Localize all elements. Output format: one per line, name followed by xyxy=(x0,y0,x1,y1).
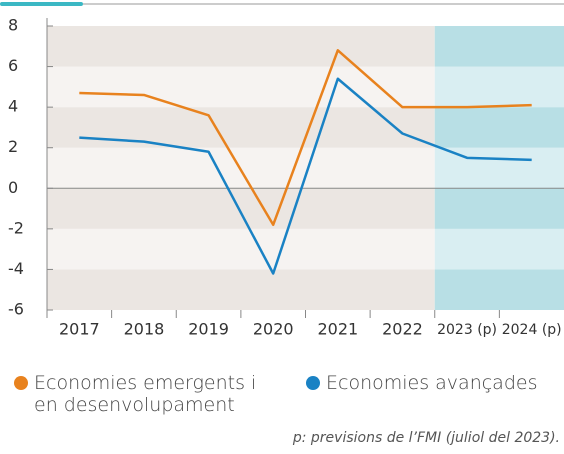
x-tick-label: 2019 xyxy=(188,320,229,339)
y-tick-label: -6 xyxy=(8,300,24,319)
legend-label: Economies emergents i en desenvolupament xyxy=(34,372,257,416)
footnote: p: previsions de l’FMI (juliol del 2023)… xyxy=(292,430,560,446)
y-tick-label: -2 xyxy=(8,218,24,237)
stripe xyxy=(47,26,435,67)
forecast-stripe xyxy=(434,107,564,148)
y-tick-label: -4 xyxy=(8,259,24,278)
accent-bar xyxy=(0,2,83,6)
y-tick-label: 4 xyxy=(8,97,18,116)
legend-label: Economies avançades xyxy=(326,372,538,394)
stripe xyxy=(47,107,435,148)
forecast-stripe xyxy=(434,188,564,229)
x-tick-label: 2017 xyxy=(59,320,100,339)
x-tick-label: 2018 xyxy=(124,320,165,339)
x-tick-label: 2021 xyxy=(317,320,358,339)
forecast-stripe xyxy=(434,269,564,310)
forecast-stripe xyxy=(434,228,564,270)
legend-swatch xyxy=(306,376,320,390)
y-tick-label: 6 xyxy=(8,56,18,75)
stripe xyxy=(47,269,435,310)
x-tick-label: 2023 (p) xyxy=(437,322,497,338)
x-tick-label: 2020 xyxy=(253,320,294,339)
stripe xyxy=(47,188,435,229)
series-line xyxy=(79,49,532,227)
legend-item: Economies emergents i en desenvolupament xyxy=(14,372,274,416)
forecast-stripe xyxy=(434,26,564,67)
x-tick-label: 2024 (p) xyxy=(502,322,562,338)
y-tick-label: 2 xyxy=(8,137,18,156)
legend-item: Economies avançades xyxy=(306,372,564,394)
series-line xyxy=(79,77,532,275)
y-tick-label: 8 xyxy=(8,16,18,35)
x-tick-label: 2022 xyxy=(382,320,423,339)
chart: -6 -4 -2 0 2 4 6 8 2017 2018 2019 2020 2021 2022 2023 … xyxy=(0,2,564,339)
legend-swatch xyxy=(14,376,28,390)
y-tick-label: 0 xyxy=(8,178,18,197)
forecast-stripe xyxy=(434,66,564,108)
stripe xyxy=(47,66,435,108)
stripe xyxy=(47,228,435,270)
